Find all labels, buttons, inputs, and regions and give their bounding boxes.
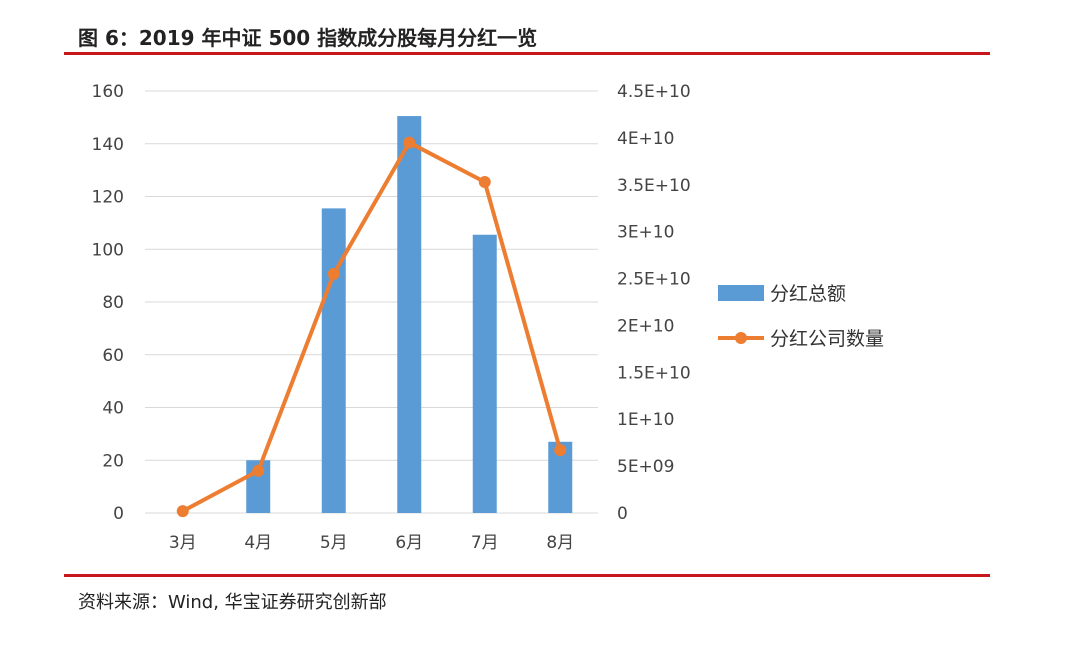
bar (397, 116, 422, 514)
left-axis-ticks: 0 20 40 60 80 100 120 140 160 (92, 82, 124, 524)
right-tick-label: 5E+09 (617, 457, 674, 477)
right-tick-label: 1E+10 (617, 410, 674, 430)
line-point (252, 464, 265, 477)
bar (321, 208, 346, 513)
x-tick-label: 3月 (169, 533, 197, 553)
right-tick-label: 4.5E+10 (617, 82, 691, 102)
right-tick-label: 2.5E+10 (617, 270, 691, 290)
x-tick-label: 7月 (471, 533, 499, 553)
line-point (554, 444, 567, 457)
right-axis-ticks: 0 5E+09 1E+10 1.5E+10 2E+10 2.5E+10 3E+10 3.5E+… (617, 82, 691, 524)
right-tick-label: 2E+10 (617, 316, 674, 336)
left-tick-label: 20 (102, 451, 124, 471)
line-point (478, 175, 491, 188)
legend-bar-swatch (718, 285, 764, 301)
legend-line-label: 分红公司数量 (770, 328, 884, 350)
source-note: 资料来源：Wind, 华宝证券研究创新部 (78, 592, 387, 613)
x-tick-label: 4月 (244, 533, 272, 553)
line-point (403, 136, 416, 149)
right-tick-label: 1.5E+10 (617, 363, 691, 383)
x-tick-label: 5月 (320, 533, 348, 553)
x-axis-ticks: 3月 4月 5月 6月 7月 8月 (169, 533, 574, 553)
left-tick-label: 120 (92, 188, 124, 208)
right-tick-label: 0 (617, 504, 628, 524)
right-tick-label: 4E+10 (617, 129, 674, 149)
right-tick-label: 3E+10 (617, 223, 674, 243)
line-point (176, 505, 189, 518)
legend-bar-label: 分红总额 (770, 283, 846, 305)
grid-lines (145, 90, 598, 514)
left-tick-label: 0 (113, 504, 124, 524)
left-tick-label: 100 (92, 240, 124, 260)
bar (472, 234, 497, 513)
series-line (181, 140, 563, 513)
chart-title: 图 6：2019 年中证 500 指数成分股每月分红一览 (78, 26, 538, 50)
left-tick-label: 140 (92, 135, 124, 155)
bottom-divider (64, 574, 990, 577)
right-tick-label: 3.5E+10 (617, 176, 691, 196)
top-divider (64, 52, 990, 55)
left-tick-label: 80 (102, 293, 124, 313)
line-point (327, 267, 340, 280)
left-tick-label: 60 (102, 346, 124, 366)
legend: 分红总额 分红公司数量 (718, 283, 884, 350)
x-tick-label: 6月 (395, 533, 423, 553)
left-tick-label: 160 (92, 82, 124, 102)
legend-line-marker (735, 332, 747, 344)
line-series (176, 136, 567, 518)
left-tick-label: 40 (102, 399, 124, 419)
x-tick-label: 8月 (546, 533, 574, 553)
